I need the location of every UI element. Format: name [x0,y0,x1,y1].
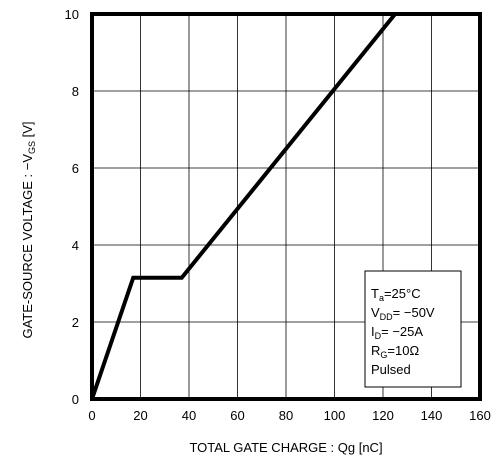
y-tick-label-2: 2 [72,315,79,330]
x-tick-label-60: 60 [230,408,244,423]
x-tick-label-120: 120 [372,408,394,423]
plot-frame [90,12,482,401]
y-axis-title-main: GATE-SOURCE VOLTAGE : −V [20,154,35,339]
x-tick-label-40: 40 [182,408,196,423]
x-tick-label-160: 160 [469,408,491,423]
condition-line-3: RG=10Ω [371,343,419,360]
x-tick-labels: 0 20 40 60 80 100 120 140 160 [88,408,490,423]
y-tick-labels: 0 2 4 6 8 10 [65,7,79,407]
condition-line-1: VDD= −50V [371,305,435,322]
condition-line-4: Pulsed [371,362,411,377]
conditions-box-border [364,270,462,388]
x-tick-label-20: 20 [133,408,147,423]
x-axis-title: TOTAL GATE CHARGE : Qg [nC] [189,440,382,455]
y-tick-label-4: 4 [72,238,79,253]
x-tick-label-100: 100 [324,408,346,423]
y-tick-label-10: 10 [65,7,79,22]
y-axis-title: GATE-SOURCE VOLTAGE : −VGS [V] [20,121,37,338]
grid [92,14,480,399]
condition-line-0: Ta=25°C [371,286,421,303]
x-tick-label-80: 80 [279,408,293,423]
y-axis-title-suffix: [V] [20,121,35,141]
y-tick-label-6: 6 [72,161,79,176]
y-axis-title-sub: GS [27,141,37,154]
y-tick-label-8: 8 [72,84,79,99]
y-tick-label-0: 0 [72,392,79,407]
conditions-box: Ta=25°C VDD= −50V ID= −25A RG=10Ω Pulsed [364,270,462,388]
series-layer [90,12,397,400]
x-tick-label-0: 0 [88,408,95,423]
x-tick-label-140: 140 [421,408,443,423]
condition-line-2: ID= −25A [371,324,423,341]
series-line-0 [90,12,397,400]
